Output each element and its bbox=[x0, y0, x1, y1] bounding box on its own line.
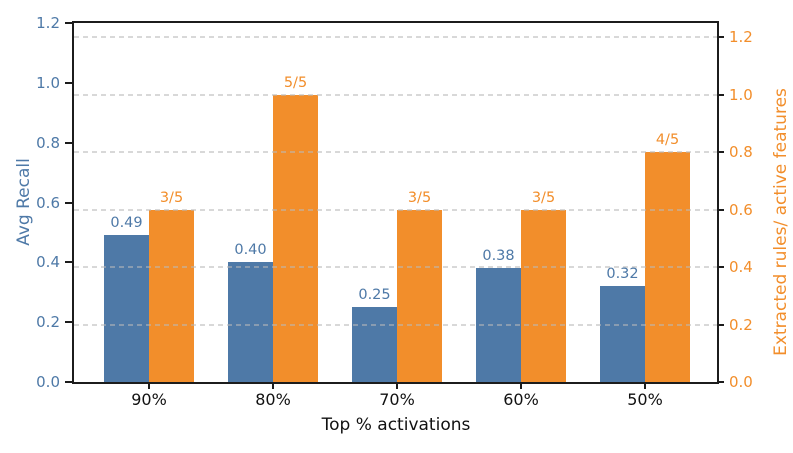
bar-value-label-rules: 3/5 bbox=[531, 189, 556, 206]
y-axis-left-tick-label: 0.8 bbox=[36, 133, 60, 152]
bar-avg-recall bbox=[352, 307, 397, 382]
bar-value-label-rules: 3/5 bbox=[159, 189, 184, 206]
y-axis-right-tick-mark bbox=[717, 93, 724, 96]
bar-value-label-recall: 0.38 bbox=[482, 248, 515, 265]
y-axis-right-tick-label: 0.0 bbox=[729, 373, 753, 391]
y-axis-left-tick-label: 0.0 bbox=[36, 373, 60, 391]
x-axis-tick-label: 80% bbox=[255, 390, 291, 409]
y-axis-right-tick-mark bbox=[717, 151, 724, 154]
y-axis-left-tick-mark bbox=[65, 81, 72, 84]
bar-value-label-recall: 0.25 bbox=[358, 287, 391, 304]
bar-extracted-rules bbox=[273, 94, 318, 382]
bar-value-label-rules: 4/5 bbox=[655, 132, 680, 149]
y-axis-right-tick-mark bbox=[717, 381, 724, 383]
bar-value-label-recall: 0.32 bbox=[606, 266, 639, 283]
y-axis-right-tick-mark bbox=[717, 208, 724, 211]
y-axis-left-tick-label: 0.2 bbox=[36, 313, 60, 332]
y-axis-left-tick-mark bbox=[65, 381, 72, 383]
plot-area: 0.49 3/5 0.40 5/5 0.25 3/5 0.38 3/5 0.32 4/5 bbox=[72, 21, 719, 384]
y-axis-left-tick-mark bbox=[65, 22, 72, 24]
y-axis-right-tick-label: 0.4 bbox=[729, 258, 753, 277]
x-axis-tick-label: 50% bbox=[627, 390, 663, 409]
y-axis-left-tick-label: 0.6 bbox=[36, 193, 60, 212]
x-axis-tick-label: 90% bbox=[131, 390, 167, 409]
y-axis-left-tick-label: 1.2 bbox=[36, 14, 60, 32]
bar-extracted-rules bbox=[645, 152, 690, 382]
y-axis-left-tick-label: 1.0 bbox=[36, 73, 60, 92]
y-axis-right-tick-label: 1.0 bbox=[729, 85, 753, 104]
grid-line bbox=[74, 93, 717, 96]
y-axis-right-tick-label: 0.6 bbox=[729, 200, 753, 219]
x-axis-tick-mark bbox=[396, 382, 398, 389]
y-axis-right-tick-label: 1.2 bbox=[729, 28, 753, 47]
y-axis-left-tick-label: 0.4 bbox=[36, 253, 60, 272]
x-axis-tick-label: 70% bbox=[379, 390, 415, 409]
bar-value-label-rules: 5/5 bbox=[283, 74, 308, 91]
y-axis-right-tick-label: 0.2 bbox=[729, 315, 753, 334]
bar-value-label-recall: 0.40 bbox=[234, 242, 267, 259]
x-axis-tick-mark bbox=[520, 382, 522, 389]
x-axis-tick-mark bbox=[148, 382, 150, 389]
y-axis-left-tick-mark bbox=[65, 201, 72, 204]
y-axis-right-tick-mark bbox=[717, 36, 724, 39]
x-axis-tick-label: 60% bbox=[503, 390, 539, 409]
grid-line bbox=[74, 36, 717, 39]
y-axis-left-tick-mark bbox=[65, 321, 72, 324]
y-axis-right-tick-label: 0.8 bbox=[729, 143, 753, 162]
y-axis-right-tick-mark bbox=[717, 323, 724, 326]
x-axis-tick-mark bbox=[644, 382, 646, 389]
bar-avg-recall bbox=[600, 286, 645, 382]
x-axis-tick-mark bbox=[272, 382, 274, 389]
bar-avg-recall bbox=[228, 262, 273, 382]
x-axis-title: Top % activations bbox=[321, 415, 471, 435]
y-axis-right-tick-mark bbox=[717, 266, 724, 269]
bar-value-label-recall: 0.49 bbox=[110, 215, 143, 232]
bar-extracted-rules bbox=[521, 209, 566, 382]
bar-extracted-rules bbox=[397, 209, 442, 382]
bar-avg-recall bbox=[104, 235, 149, 382]
bar-value-label-rules: 3/5 bbox=[407, 189, 432, 206]
grid-line bbox=[74, 151, 717, 154]
bar-extracted-rules bbox=[149, 209, 194, 382]
y-axis-left-tick-mark bbox=[65, 261, 72, 264]
y-axis-left-tick-mark bbox=[65, 141, 72, 144]
bar-avg-recall bbox=[476, 268, 521, 382]
